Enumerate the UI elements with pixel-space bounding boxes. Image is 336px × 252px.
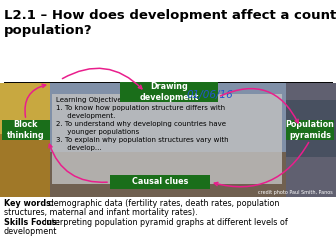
Text: development: development <box>4 227 57 236</box>
Bar <box>0 83 336 197</box>
Text: structures, maternal and infant mortality rates).: structures, maternal and infant mortalit… <box>4 208 198 217</box>
Text: population?: population? <box>4 24 93 37</box>
Bar <box>50 152 286 197</box>
Bar <box>110 175 210 189</box>
Bar <box>286 83 336 197</box>
Bar <box>120 82 218 102</box>
Bar <box>0 83 50 197</box>
Bar <box>0 0 336 83</box>
Text: 01/06/16: 01/06/16 <box>186 90 234 100</box>
Text: Population
pyramids: Population pyramids <box>286 120 334 140</box>
Text: Key words:: Key words: <box>4 199 54 208</box>
Text: Interpreting population pyramid graphs at different levels of: Interpreting population pyramid graphs a… <box>42 218 288 227</box>
Text: Skills Focus:: Skills Focus: <box>4 218 60 227</box>
Text: Causal clues: Causal clues <box>132 177 188 186</box>
Bar <box>0 197 336 252</box>
Bar <box>0 134 50 197</box>
Text: Drawing
development: Drawing development <box>139 82 199 102</box>
Bar <box>2 120 50 140</box>
Bar <box>50 83 286 152</box>
Text: L2.1 – How does development affect a country's: L2.1 – How does development affect a cou… <box>4 9 336 22</box>
Text: Block
thinking: Block thinking <box>7 120 45 140</box>
Text: credit photo Paul Smith, Panos: credit photo Paul Smith, Panos <box>258 190 333 195</box>
Bar <box>286 100 336 157</box>
Text: Learning Objectives:
1. To know how population structure differs with
     devel: Learning Objectives: 1. To know how popu… <box>56 97 228 151</box>
Bar <box>286 120 334 140</box>
Bar <box>52 94 282 184</box>
Text: demographic data (fertility rates, death rates, population: demographic data (fertility rates, death… <box>46 199 279 208</box>
